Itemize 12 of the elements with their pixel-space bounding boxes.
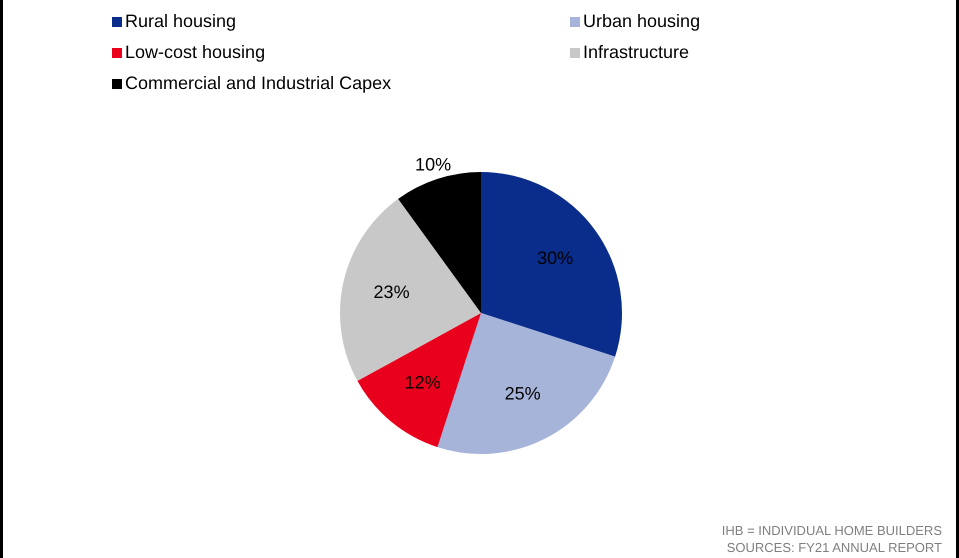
legend-label: Urban housing [583,10,700,31]
data-label: 23% [374,282,410,302]
text: IHB = INDIVIDUAL HOME BUILDERS [722,522,942,539]
data-label: 25% [504,384,541,404]
legend-label: Low-cost housing [125,42,266,62]
source-note: SOURCES: FY21 ANNUAL REPORT [726,539,942,556]
legend-label: Commercial and Industrial Capex [125,72,392,93]
legend-label: Infrastructure [583,42,690,62]
data-label: 12% [404,372,441,393]
data-label: 30% [537,248,574,268]
legend-label: Rural housing [125,10,236,31]
data-label: 10% [415,154,452,174]
